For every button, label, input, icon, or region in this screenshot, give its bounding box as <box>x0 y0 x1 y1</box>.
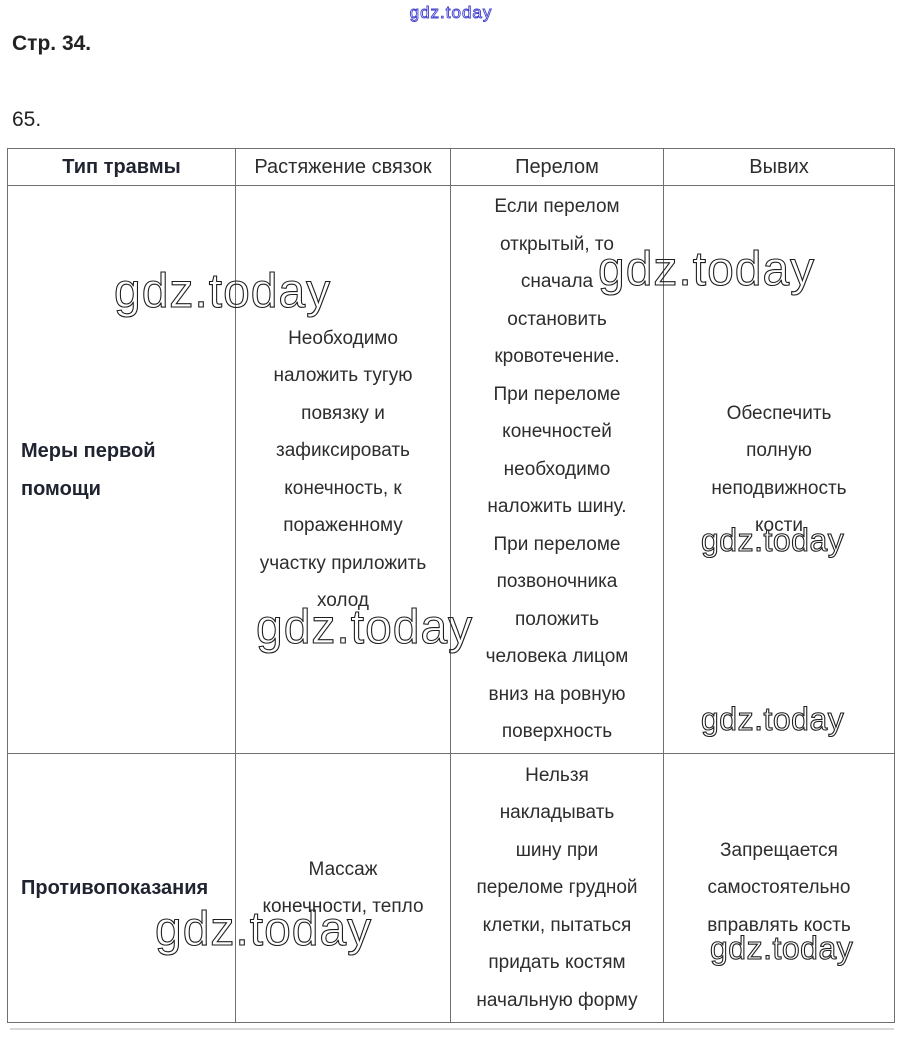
table-header-fracture: Перелом <box>450 148 664 186</box>
row-label-contraindications: Противопоказания <box>7 753 236 1023</box>
cell-contra-fracture: Нельзя накладывать шину при переломе гру… <box>450 753 664 1023</box>
cell-first-aid-sprain: Необходимо наложить тугую повязку и зафи… <box>235 185 451 754</box>
table-header-sprain: Растяжение связок <box>235 148 451 186</box>
cell-first-aid-dislocation: Обеспечить полную неподвижность кости <box>663 185 895 754</box>
table-row-contraindications: Противопоказания Массаж конечности, тепл… <box>7 753 895 1023</box>
page-number-heading: Стр. 34. <box>12 32 92 55</box>
table-bottom-shadow <box>10 1028 894 1030</box>
table-row-first-aid: Меры первой помощи Необходимо наложить т… <box>7 185 895 754</box>
table-header-injury-type: Тип травмы <box>7 148 236 186</box>
cell-contra-sprain: Массаж конечности, тепло <box>235 753 451 1023</box>
table-header-row: Тип травмы Растяжение связок Перелом Выв… <box>7 148 895 186</box>
cell-contra-dislocation: Запрещается самостоятельно вправлять кос… <box>663 753 895 1023</box>
injury-types-table: Тип травмы Растяжение связок Перелом Выв… <box>7 148 895 1023</box>
exercise-number: 65. <box>12 108 42 131</box>
site-watermark-link[interactable]: gdz.today <box>409 3 493 23</box>
table-header-dislocation: Вывих <box>663 148 895 186</box>
row-label-first-aid: Меры первой помощи <box>7 185 236 754</box>
cell-first-aid-fracture: Если перелом открытый, то сначала остано… <box>450 185 664 754</box>
